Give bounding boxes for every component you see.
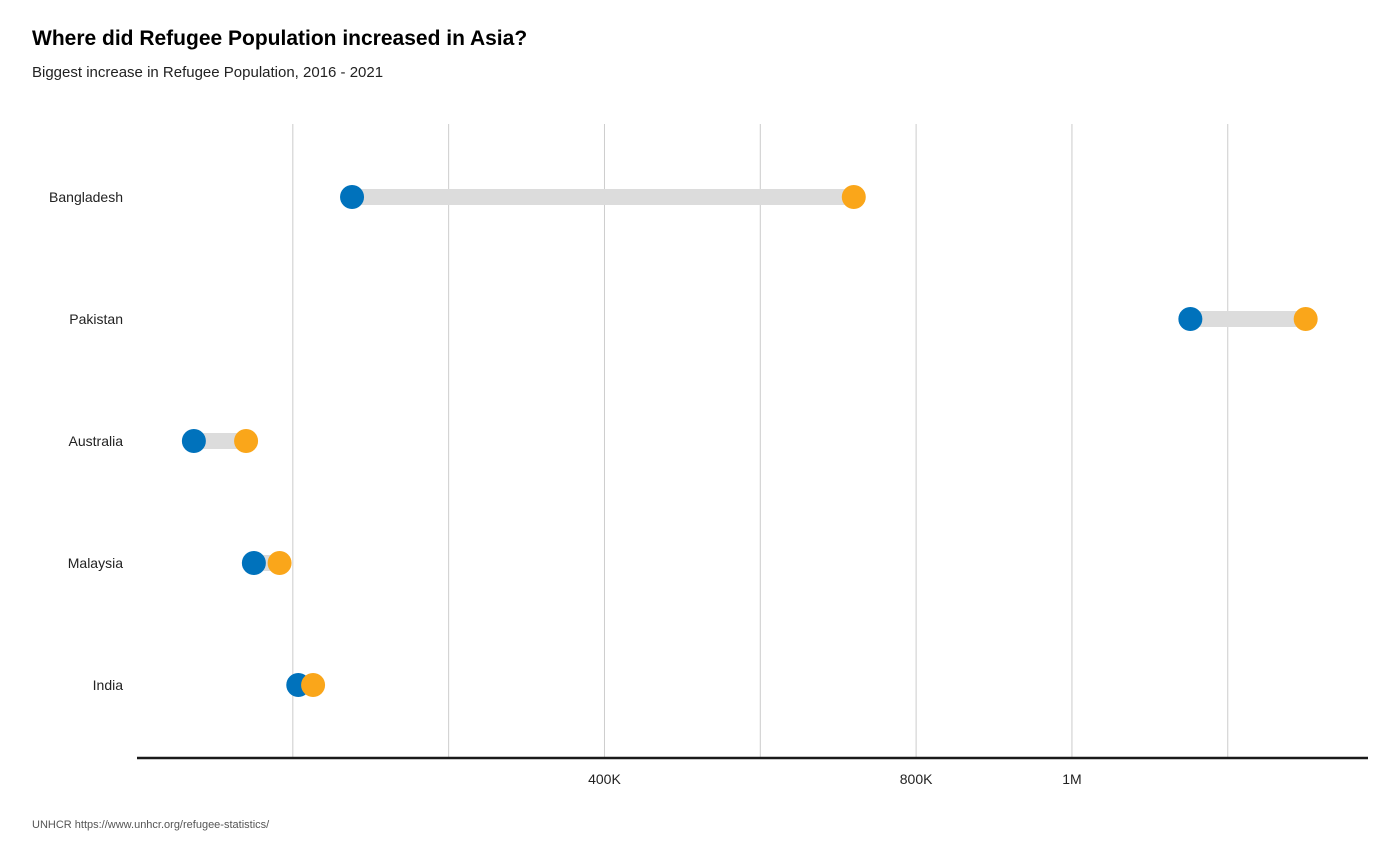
category-label: Pakistan xyxy=(69,311,123,327)
grid-lines xyxy=(292,124,1229,758)
chart-subtitle: Biggest increase in Refugee Population, … xyxy=(32,64,384,81)
point-2021 xyxy=(234,429,259,453)
x-tick-label: 400K xyxy=(588,771,621,787)
category-label: India xyxy=(93,677,124,693)
category-label: Malaysia xyxy=(68,555,123,571)
category-labels: Bangladesh Pakistan Australia Malaysia India xyxy=(49,189,123,693)
point-2016 xyxy=(181,429,206,453)
point-2016 xyxy=(340,185,365,209)
point-2016 xyxy=(241,551,266,575)
data-points xyxy=(181,185,1318,697)
point-2021 xyxy=(1293,307,1318,331)
source-caption: UNHCR https://www.unhcr.org/refugee-stat… xyxy=(32,819,270,831)
category-label: Bangladesh xyxy=(49,189,123,205)
x-tick-labels: 400K 800K 1M xyxy=(588,771,1082,787)
chart-title: Where did Refugee Population increased i… xyxy=(32,27,528,50)
point-2021 xyxy=(841,185,866,209)
point-2016 xyxy=(1178,307,1203,331)
category-label: Australia xyxy=(69,433,124,449)
point-2021 xyxy=(267,551,292,575)
point-2021 xyxy=(301,673,326,697)
connector-bars xyxy=(193,189,1306,693)
x-tick-label: 800K xyxy=(900,771,933,787)
x-tick-label: 1M xyxy=(1062,771,1081,787)
